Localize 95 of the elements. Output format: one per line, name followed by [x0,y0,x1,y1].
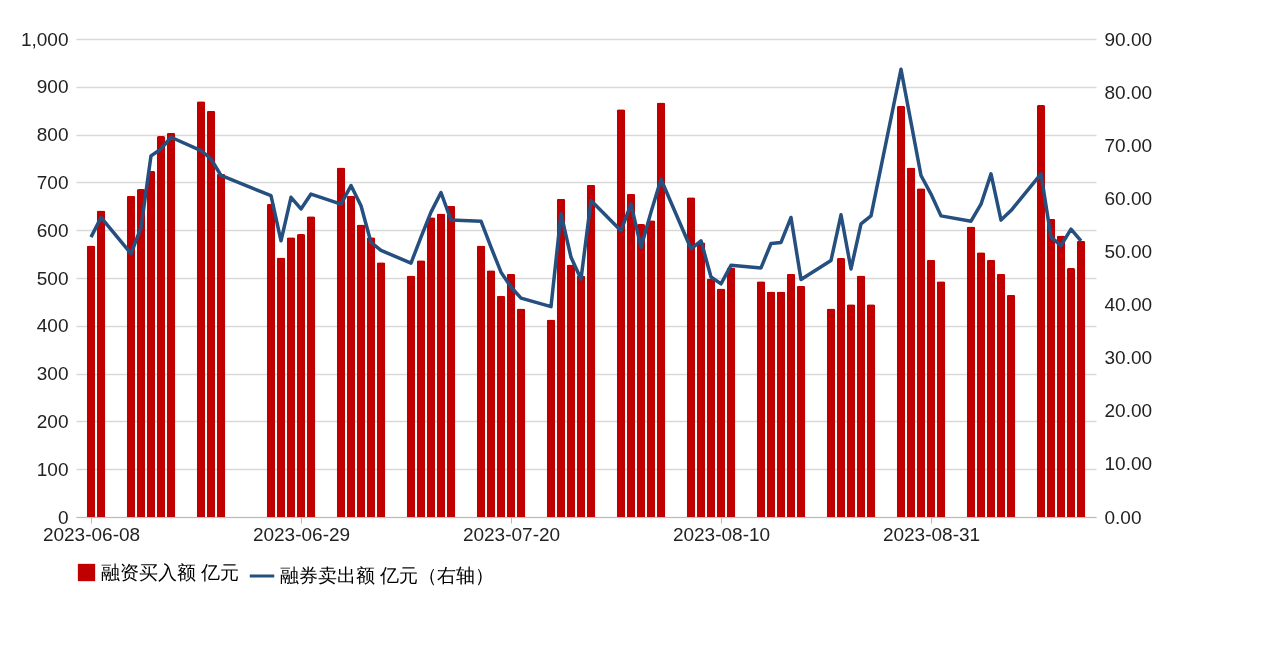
bar [446,205,456,517]
bar [1036,104,1046,517]
line-series [89,67,1083,309]
y-tick-label: 900 [36,76,69,98]
bar [656,102,666,517]
bar [1066,267,1076,517]
bar [506,273,516,517]
bar [146,170,156,517]
y-tick-label: 500 [36,267,69,289]
bar [286,237,296,517]
y2-tick-label: 90.00 [1104,28,1153,50]
bar [156,136,166,517]
bar [336,167,346,517]
bar [426,217,436,517]
bar [586,184,596,517]
bar [1006,294,1016,517]
bar [196,101,206,517]
y-tick-label: 100 [36,458,69,480]
bar [356,224,366,517]
bar [376,262,386,517]
bar [936,281,946,517]
bar [836,257,846,517]
bar [966,226,976,517]
bar [86,245,96,517]
bar [706,278,716,517]
bar [516,308,526,517]
x-tick-label: 2023-06-29 [252,523,351,545]
y2-tick-label: 40.00 [1104,294,1153,316]
bar [576,275,586,517]
bar [126,195,136,517]
bar [406,275,416,517]
y-tick-label: 600 [36,219,69,241]
bar [206,110,216,517]
bar [646,220,656,517]
x-tick-label: 2023-08-10 [672,523,771,545]
bar [476,245,486,517]
bar [366,237,376,517]
y2-tick-label: 80.00 [1104,81,1153,103]
y-tick-label: 300 [36,363,69,385]
bar [166,132,176,517]
bar [976,252,986,517]
bar [906,167,916,517]
y-tick-label: 800 [36,124,69,146]
y-tick-label: 700 [36,171,69,193]
y2-tick-label: 50.00 [1104,240,1153,262]
bar [636,223,646,517]
bar [766,291,776,517]
bar [846,304,856,517]
bar [866,304,876,517]
y2-tick-label: 30.00 [1104,347,1153,369]
bar [216,173,226,517]
bar [486,270,496,517]
bar [696,242,706,517]
bar [756,281,766,517]
y-tick-label: 400 [36,315,69,337]
bar [546,319,556,517]
bar [776,291,786,517]
bar [346,195,356,517]
bar [996,273,1006,517]
bar [856,275,866,517]
bar [276,257,286,517]
bar [986,259,996,517]
bar [436,213,446,517]
bar [416,260,426,517]
bar [96,210,106,517]
bar [616,109,626,517]
legend-label: 融券卖出额 亿元（右轴） [280,565,495,586]
legend-label: 融资买入额 亿元 [101,561,240,583]
bar [926,259,936,517]
y2-tick-label: 0.00 [1104,506,1142,528]
bar [786,273,796,517]
y2-tick-label: 70.00 [1104,134,1153,156]
y2-tick-label: 60.00 [1104,187,1153,209]
bar [566,264,576,517]
bar [1076,240,1086,517]
bar [916,188,926,517]
x-tick-label: 2023-07-20 [462,523,561,545]
bar [296,234,306,517]
bar [686,197,696,517]
bar [306,216,316,517]
bar [266,203,276,517]
bar [726,267,736,517]
y2-tick-label: 20.00 [1104,400,1153,422]
bar [626,193,636,517]
y-tick-label: 200 [36,410,69,432]
bar [796,285,806,517]
bar [896,105,906,517]
x-tick-label: 2023-08-31 [882,523,981,545]
bar [1046,218,1056,517]
bar [496,295,506,517]
y2-tick-label: 10.00 [1104,453,1153,475]
y-tick-label: 1,000 [20,28,69,50]
bar [716,288,726,517]
bar [826,308,836,517]
bar [1056,235,1066,517]
